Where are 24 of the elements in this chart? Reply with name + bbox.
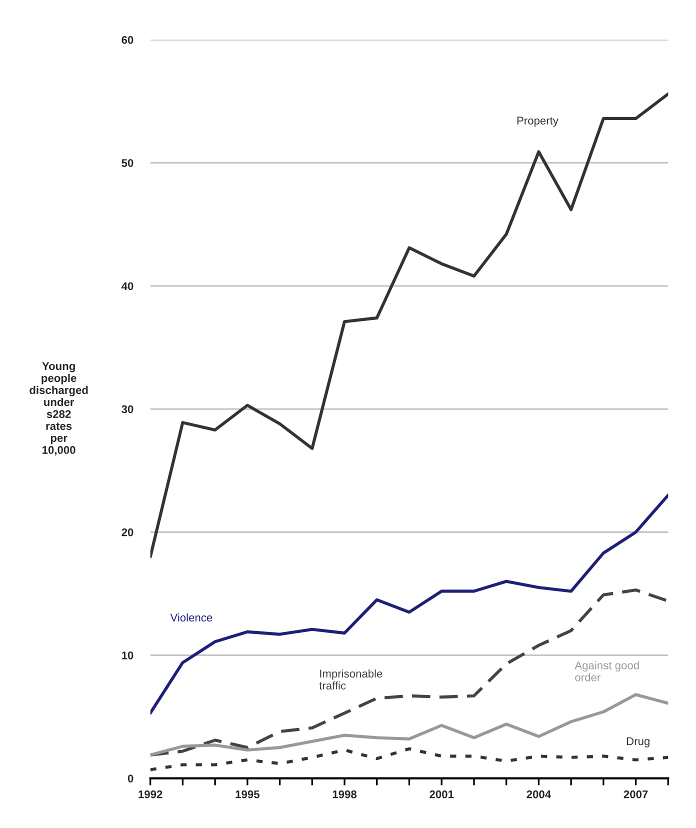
y-tick-label: 60	[122, 36, 134, 44]
line-series	[150, 494, 668, 715]
y-axis-title: Young people discharged under s282 rates per 10,000	[30, 362, 88, 456]
y-tick-label: 0	[128, 774, 134, 782]
x-tick-label: 1998	[332, 790, 357, 798]
x-tick-label: 2001	[430, 790, 454, 798]
y-tick-label: 20	[122, 528, 134, 536]
y-tick-label: 30	[122, 405, 134, 414]
series-label: Violence	[170, 613, 212, 622]
x-tick-label: 2007	[624, 790, 648, 798]
x-tick-label: 1995	[236, 790, 260, 798]
series-label: Against good order	[574, 661, 639, 682]
y-tick-label: 50	[122, 159, 134, 167]
line-series	[150, 588, 668, 756]
text: Property	[517, 116, 558, 127]
series-label: Imprisonable traffic	[319, 669, 382, 690]
y-tick-label: 10	[122, 651, 134, 660]
series-label: Drug	[626, 737, 650, 748]
line-series	[150, 747, 668, 772]
x-tick-label: 1992	[138, 790, 162, 798]
y-tick-label: 40	[121, 282, 134, 290]
line-series	[150, 92, 668, 558]
x-tick-label: 2004	[526, 790, 552, 798]
line-series	[150, 693, 668, 756]
